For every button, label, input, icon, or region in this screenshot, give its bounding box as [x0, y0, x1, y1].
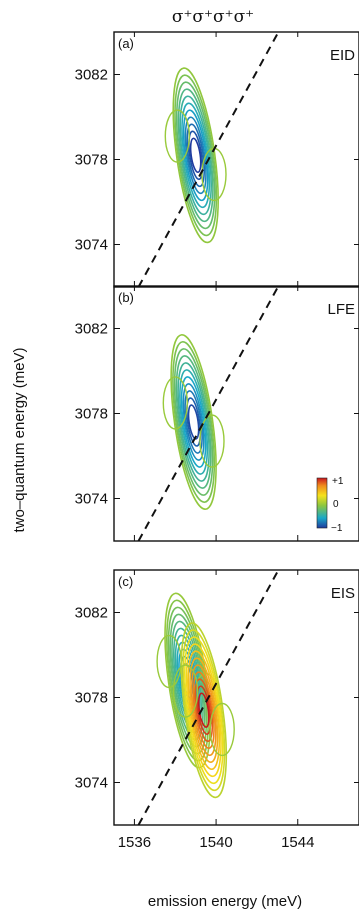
colorbar-label-max: +1	[332, 476, 344, 487]
panel-name: EIS	[331, 585, 355, 602]
contour-group	[137, 33, 279, 287]
contour-line	[197, 692, 210, 728]
side-lobe-contour	[199, 414, 225, 468]
contour-line	[175, 81, 216, 230]
contour-line	[186, 397, 202, 447]
y-tick-label: 3082	[75, 67, 108, 84]
contour-line	[177, 362, 210, 482]
contour-line	[172, 67, 219, 244]
contour-line	[182, 629, 226, 792]
side-lobe-contour	[209, 702, 235, 757]
contour-line	[189, 137, 202, 174]
diagonal-dashed-line	[137, 33, 279, 287]
panel-frame	[113, 31, 359, 288]
contour-group	[137, 287, 279, 541]
panel-eid: 3074 3078 3082 (a) EID	[75, 31, 359, 288]
panel-lfe: 3074 3078 3082 (b) LFE	[75, 285, 359, 542]
contour-line	[184, 390, 203, 454]
contour-line	[182, 383, 205, 461]
x-tick-label: 1536	[118, 834, 151, 851]
contour-line	[177, 88, 214, 223]
contour-line	[187, 650, 221, 771]
panels: 307430783082(a)EID307430783082(b)LFE3074…	[75, 31, 359, 851]
x-tick-label: 1540	[199, 834, 232, 851]
y-axis-title: two–quantum energy (meV)	[11, 347, 28, 532]
chart-title: σ⁺σ⁺σ⁺σ⁺	[172, 7, 254, 27]
y-tick-label: 3074	[75, 775, 108, 792]
diagonal-dashed-line	[137, 287, 279, 541]
contour-line	[184, 116, 207, 195]
contour-line	[187, 404, 200, 440]
side-lobe-contour	[162, 376, 189, 430]
contour-line	[174, 74, 218, 237]
contour-line	[184, 636, 224, 785]
y-tick-label: 3082	[75, 321, 108, 338]
contour-line	[172, 341, 216, 503]
contour-line	[188, 130, 204, 181]
contour-line	[186, 123, 206, 188]
contour-line	[180, 622, 228, 799]
x-tick-label: 1544	[281, 834, 314, 851]
y-tick-label: 3082	[75, 605, 108, 622]
y-tick-label: 3074	[75, 237, 108, 254]
diagonal-dashed-line	[137, 571, 279, 825]
panel-eis: 3074 3078 3082 1536 1540 1544 (c) EIS	[75, 569, 359, 851]
contour-line	[173, 348, 214, 496]
panel-name: LFE	[327, 301, 355, 318]
contour-line	[185, 643, 222, 778]
contour-group	[137, 571, 279, 825]
y-tick-label: 3078	[75, 690, 108, 707]
x-axis-title: emission energy (meV)	[148, 893, 302, 910]
panel-tag: (c)	[118, 574, 133, 589]
colorbar-gradient	[316, 477, 328, 529]
side-lobe-contour	[164, 109, 191, 163]
contour-line	[194, 678, 214, 743]
contour-line	[196, 685, 212, 735]
contour-line	[192, 671, 215, 750]
y-tick-label: 3074	[75, 491, 108, 508]
panel-tag: (b)	[118, 290, 134, 305]
y-tick-label: 3078	[75, 152, 108, 169]
colorbar-label-min: −1	[331, 523, 343, 534]
panel-tag: (a)	[118, 36, 134, 51]
contour-line	[170, 334, 217, 510]
colorbar: +1 0 −1	[316, 476, 344, 534]
panel-name: EID	[330, 47, 355, 64]
contour-line	[179, 95, 212, 216]
panel-frame	[113, 569, 359, 826]
y-tick-label: 3078	[75, 406, 108, 423]
side-lobe-contour	[172, 664, 199, 718]
contour-line	[175, 355, 212, 489]
colorbar-label-zero: 0	[333, 499, 339, 510]
